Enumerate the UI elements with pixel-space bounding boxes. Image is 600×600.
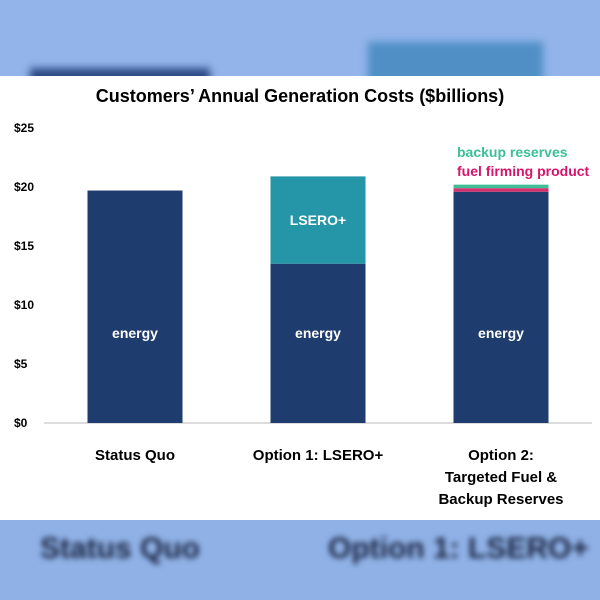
data-label: LSERO+ bbox=[290, 212, 346, 228]
chart: $0 $5 $10 $15 $20 $25 energy Status Quo energy LS… bbox=[14, 121, 592, 508]
chart-panel: Customers’ Annual Generation Costs ($bil… bbox=[0, 76, 600, 520]
annotation-fuel-firming-product: fuel firming product bbox=[457, 163, 590, 179]
bar-segment-fuel-firming-product bbox=[453, 188, 549, 192]
bar-segment-backup-reserves bbox=[453, 184, 549, 189]
chart-title: Customers’ Annual Generation Costs ($bil… bbox=[95, 86, 505, 106]
x-category-label: Option 2: bbox=[468, 447, 534, 464]
y-tick-label: $20 bbox=[14, 180, 34, 194]
bar-segment-energy bbox=[270, 263, 366, 423]
data-label: energy bbox=[295, 325, 341, 341]
data-label: energy bbox=[478, 325, 524, 341]
y-tick-label: $10 bbox=[14, 298, 34, 312]
y-tick-label: $25 bbox=[14, 121, 34, 135]
bar-segment-energy bbox=[453, 191, 549, 423]
x-category-label: Targeted Fuel & bbox=[445, 469, 557, 486]
background-blurred-slide-top bbox=[0, 0, 600, 76]
x-category-label: Option 1: LSERO+ bbox=[253, 447, 384, 464]
x-category-label: Status Quo bbox=[95, 447, 175, 464]
bar-segment-energy bbox=[87, 190, 183, 423]
data-label: energy bbox=[112, 325, 158, 341]
bar-segment-lsero- bbox=[270, 176, 366, 264]
blurred-label: Status Quo bbox=[40, 532, 201, 565]
blurred-bar bbox=[368, 42, 543, 76]
y-tick-label: $0 bbox=[14, 416, 28, 430]
x-category-label: Backup Reserves bbox=[438, 491, 563, 508]
y-tick-label: $15 bbox=[14, 239, 34, 253]
blurred-bar bbox=[30, 68, 210, 76]
y-tick-label: $5 bbox=[14, 357, 28, 371]
background-blurred-slide-bottom: Status Quo Option 1: LSERO+ bbox=[0, 520, 600, 600]
annotation-backup-reserves: backup reserves bbox=[457, 144, 568, 160]
blurred-label: Option 1: LSERO+ bbox=[328, 532, 589, 565]
